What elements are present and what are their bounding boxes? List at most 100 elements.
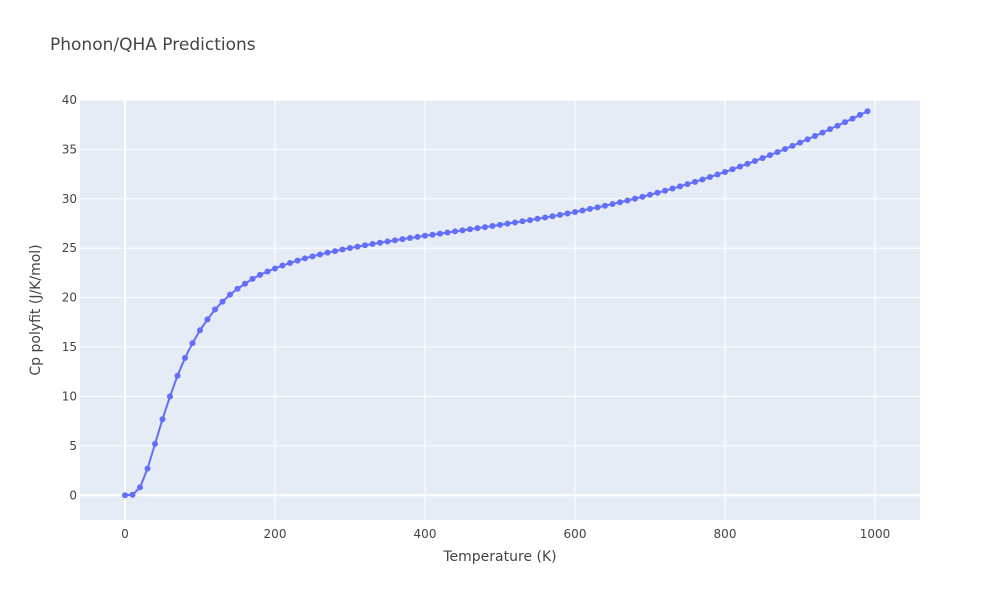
data-point[interactable]: [864, 108, 871, 115]
data-point[interactable]: [137, 484, 143, 491]
data-point[interactable]: [774, 149, 781, 156]
data-point[interactable]: [452, 228, 458, 235]
data-point[interactable]: [287, 260, 293, 267]
data-point[interactable]: [722, 168, 728, 175]
data-point[interactable]: [737, 163, 743, 170]
data-point[interactable]: [512, 219, 518, 226]
data-point[interactable]: [129, 491, 136, 498]
data-point[interactable]: [752, 157, 758, 164]
data-point[interactable]: [407, 234, 413, 241]
data-point[interactable]: [317, 251, 323, 258]
data-point[interactable]: [219, 298, 226, 305]
data-point[interactable]: [699, 176, 706, 183]
data-point[interactable]: [159, 416, 166, 423]
data-point[interactable]: [384, 238, 391, 245]
data-point[interactable]: [744, 160, 751, 167]
data-point[interactable]: [587, 205, 593, 212]
data-point[interactable]: [362, 242, 368, 249]
data-point[interactable]: [564, 210, 571, 217]
data-point[interactable]: [549, 213, 556, 220]
data-point[interactable]: [302, 255, 308, 262]
data-point[interactable]: [519, 218, 526, 225]
data-point[interactable]: [189, 340, 196, 347]
data-point[interactable]: [632, 195, 638, 202]
data-point[interactable]: [392, 237, 398, 244]
data-point[interactable]: [167, 393, 173, 400]
data-point[interactable]: [782, 146, 788, 153]
data-point[interactable]: [557, 211, 563, 218]
data-point[interactable]: [497, 221, 503, 228]
data-point[interactable]: [827, 126, 833, 133]
data-point[interactable]: [197, 327, 203, 334]
data-point[interactable]: [594, 204, 601, 211]
data-point[interactable]: [279, 262, 286, 269]
data-point[interactable]: [767, 152, 773, 159]
data-point[interactable]: [602, 202, 608, 209]
data-point[interactable]: [257, 271, 263, 278]
data-point[interactable]: [482, 224, 488, 231]
data-point[interactable]: [707, 173, 713, 180]
data-point[interactable]: [437, 230, 443, 237]
data-point[interactable]: [354, 243, 361, 250]
data-point[interactable]: [377, 239, 383, 246]
data-point[interactable]: [122, 492, 128, 499]
data-point[interactable]: [347, 245, 353, 252]
data-point[interactable]: [174, 372, 181, 379]
data-point[interactable]: [429, 231, 436, 238]
data-point[interactable]: [647, 191, 653, 198]
data-point[interactable]: [804, 136, 811, 143]
data-point[interactable]: [624, 197, 631, 204]
data-point[interactable]: [399, 236, 406, 243]
data-point[interactable]: [339, 246, 346, 253]
data-point[interactable]: [242, 280, 248, 287]
data-point[interactable]: [227, 291, 233, 298]
data-point[interactable]: [144, 465, 151, 472]
data-point[interactable]: [249, 275, 256, 282]
data-point[interactable]: [654, 189, 661, 196]
data-point[interactable]: [527, 217, 533, 224]
data-point[interactable]: [812, 132, 818, 139]
data-point[interactable]: [234, 285, 241, 292]
data-point[interactable]: [714, 171, 721, 178]
data-point[interactable]: [332, 248, 338, 255]
data-point[interactable]: [692, 178, 698, 185]
data-point[interactable]: [849, 115, 856, 122]
data-point[interactable]: [264, 268, 271, 275]
data-point[interactable]: [639, 193, 646, 200]
data-point[interactable]: [857, 111, 863, 118]
data-point[interactable]: [609, 201, 616, 208]
data-point[interactable]: [152, 440, 158, 447]
data-point[interactable]: [474, 225, 481, 232]
data-point[interactable]: [444, 229, 451, 236]
data-point[interactable]: [414, 233, 421, 240]
data-point[interactable]: [204, 316, 211, 323]
data-point[interactable]: [467, 226, 473, 233]
data-point[interactable]: [662, 187, 668, 194]
data-point[interactable]: [489, 223, 496, 229]
data-point[interactable]: [579, 207, 586, 214]
data-point[interactable]: [842, 119, 848, 126]
data-point[interactable]: [212, 306, 218, 313]
data-point[interactable]: [789, 142, 796, 149]
data-point[interactable]: [272, 265, 278, 272]
data-point[interactable]: [684, 181, 691, 188]
data-point[interactable]: [759, 155, 766, 162]
data-point[interactable]: [504, 220, 511, 227]
data-point[interactable]: [422, 232, 428, 239]
data-point[interactable]: [309, 253, 316, 260]
data-point[interactable]: [834, 122, 841, 129]
data-point[interactable]: [669, 185, 676, 192]
data-point[interactable]: [617, 199, 623, 206]
data-point[interactable]: [534, 215, 541, 222]
data-point[interactable]: [572, 208, 578, 215]
data-point[interactable]: [729, 166, 736, 173]
data-point[interactable]: [369, 240, 376, 247]
data-point[interactable]: [819, 129, 826, 136]
data-point[interactable]: [324, 249, 331, 256]
data-point[interactable]: [294, 257, 301, 264]
data-point[interactable]: [677, 183, 683, 190]
data-point[interactable]: [182, 354, 188, 361]
data-point[interactable]: [542, 214, 548, 221]
data-point[interactable]: [797, 139, 803, 146]
data-point[interactable]: [459, 227, 466, 234]
